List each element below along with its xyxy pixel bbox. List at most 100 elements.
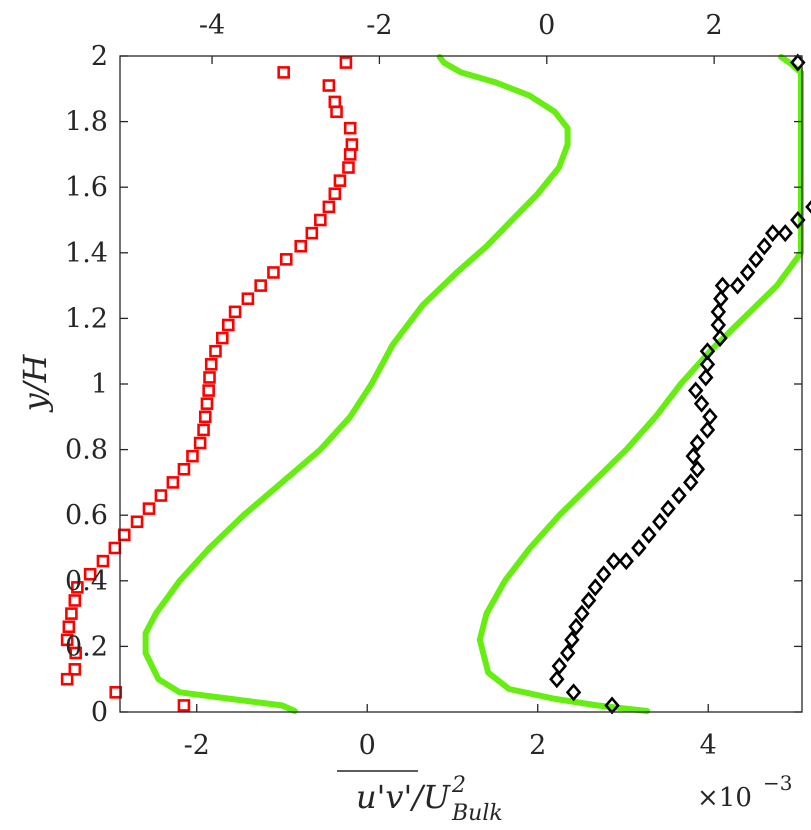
y-tick-label: 1.8 [65, 107, 108, 138]
x-label-sub: Bulk [451, 801, 503, 826]
red-square-marker [60, 633, 74, 647]
red-square-marker [322, 200, 336, 214]
black-diamond-marker [574, 604, 590, 623]
exponent-power: −3 [763, 771, 792, 795]
markers-layer [60, 53, 811, 715]
red-square-marker [228, 305, 242, 319]
black-diamond-marker [688, 381, 704, 400]
black-diamond-marker [702, 407, 718, 426]
ticks-layer: 0 0.2 0.4 0.6 0.8 1 1.2 1.4 1.6 1.8 2 -2 0 2 4 -4 -2 0 2 [65, 10, 802, 761]
red-square-marker [202, 384, 215, 397]
y-tick-label: 0.4 [65, 566, 108, 597]
black-diamond-marker [689, 460, 706, 479]
black-diamond-marker [713, 289, 729, 308]
y-tick-label: 1.4 [65, 238, 108, 269]
black-diamond-marker [631, 539, 647, 557]
red-square-marker [333, 174, 347, 187]
top-x-tick-label: -2 [366, 10, 392, 41]
black-diamond-marker [698, 368, 714, 387]
red-square-marker [305, 226, 319, 240]
black-diamond-marker [693, 394, 710, 413]
black-diamond-marker [764, 224, 781, 243]
red-square-marker [60, 672, 74, 686]
x-label-sup: 2 [451, 773, 466, 798]
red-square-marker [96, 554, 110, 568]
black-diamond-marker [712, 329, 728, 348]
bottom-x-tick-label: -2 [184, 730, 210, 761]
black-diamond-marker [714, 276, 731, 295]
red-square-marker [117, 528, 131, 542]
red-square-marker [177, 462, 191, 476]
red-square-marker [345, 138, 359, 151]
y-tick-label: 0.6 [65, 500, 108, 531]
exponent-base: ×10 [697, 783, 752, 813]
x-label-main: u'v' [356, 778, 412, 816]
black-diamond-marker [652, 512, 668, 531]
red-square-marker [65, 607, 78, 620]
red-square-marker [62, 620, 76, 634]
black-diamond-marker [595, 565, 612, 584]
red-square-marker [197, 423, 210, 437]
black-diamond-marker [549, 670, 565, 689]
bottom-x-tick-label: 4 [700, 730, 717, 761]
red-square-marker [204, 358, 218, 371]
red-square-marker [277, 66, 290, 79]
y-tick-label: 0.2 [65, 631, 108, 662]
red-square-marker [83, 567, 97, 581]
black-diamond-marker [551, 657, 568, 676]
red-square-marker [314, 213, 327, 227]
red-square-marker [69, 646, 82, 660]
red-square-marker [328, 187, 342, 201]
red-square-marker [198, 410, 212, 424]
red-square-marker [177, 699, 191, 712]
red-square-marker [342, 161, 355, 174]
black-diamond-marker [564, 630, 580, 649]
y-tick-label: 1.6 [65, 172, 108, 203]
bottom-x-tick-label: 0 [359, 730, 376, 761]
black-diamond-marker [729, 276, 746, 295]
red-square-marker [71, 581, 84, 594]
green-profile-line [142, 54, 571, 714]
red-square-marker [241, 292, 255, 306]
black-diamond-marker [689, 434, 706, 453]
red-square-marker [130, 515, 144, 529]
red-square-marker [216, 331, 229, 345]
x-axis-label: u'v'/U 2 Bulk [337, 770, 503, 826]
exponent-label: ×10 −3 [697, 771, 792, 813]
black-diamond-marker [739, 263, 756, 282]
black-diamond-marker [805, 200, 811, 214]
black-diamond-marker [580, 591, 597, 610]
y-tick-label: 1 [91, 369, 108, 400]
black-diamond-marker [777, 224, 793, 243]
red-square-marker [343, 121, 357, 135]
black-diamond-marker [699, 420, 716, 439]
red-square-marker [339, 56, 353, 69]
red-square-marker [267, 266, 280, 279]
red-square-marker [279, 253, 293, 266]
black-diamond-marker [682, 473, 699, 492]
black-diamond-marker [559, 643, 576, 662]
y-tick-label: 2 [91, 41, 108, 72]
y-tick-label: 0.8 [65, 435, 108, 466]
svg-text:u'v'/U: u'v'/U [356, 778, 451, 816]
black-diamond-marker [568, 617, 584, 636]
black-diamond-marker [587, 578, 604, 597]
red-square-marker [142, 502, 156, 515]
red-square-marker [200, 397, 214, 410]
top-x-tick-label: 0 [538, 10, 555, 41]
black-diamond-marker [565, 683, 582, 702]
red-square-marker [68, 594, 82, 607]
red-square-marker [254, 279, 267, 292]
black-diamond-marker [606, 552, 622, 571]
green-lines-layer [142, 54, 804, 714]
black-diamond-marker [685, 447, 701, 466]
x-label-den: /U [409, 778, 451, 816]
y-axis-label: y/H [16, 354, 54, 414]
red-square-marker [193, 436, 207, 450]
black-diamond-marker [748, 250, 764, 269]
red-square-marker [203, 371, 216, 384]
red-square-marker [154, 489, 168, 502]
labels-layer: y/H u'v'/U 2 Bulk ×10 −3 [16, 354, 792, 826]
black-diamond-marker [618, 552, 634, 571]
